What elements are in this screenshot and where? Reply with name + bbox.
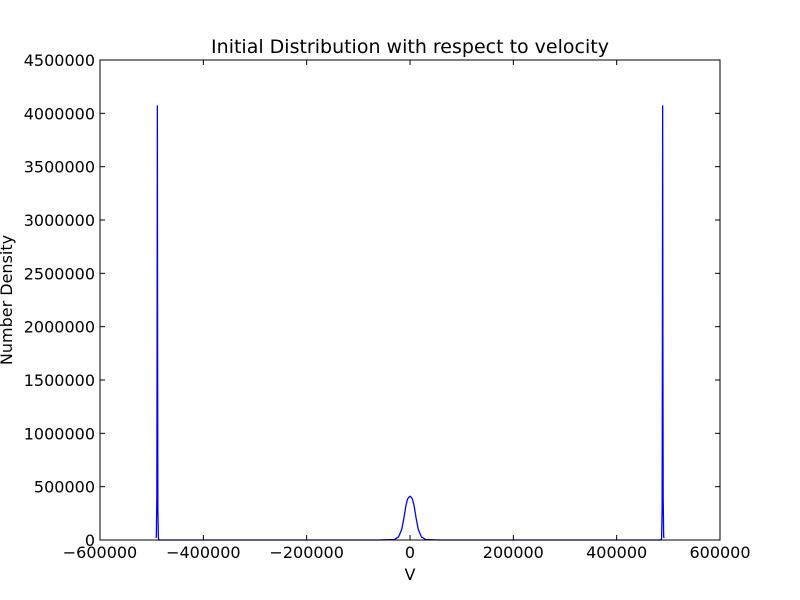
y-tick-label: 4500000 xyxy=(24,51,95,70)
y-tick-label: 4000000 xyxy=(24,104,95,123)
y-axis-title: Number Density xyxy=(0,235,16,365)
x-tick-label: −600000 xyxy=(63,543,137,562)
x-tick-label: 200000 xyxy=(483,543,544,562)
y-axis: 0 500000 1000000 1500000 2000000 2500000 30000… xyxy=(24,51,720,550)
series-line-0 xyxy=(155,105,665,541)
axes-frame xyxy=(99,59,721,541)
y-tick-label: 500000 xyxy=(34,478,95,497)
x-tick-label: −200000 xyxy=(269,543,343,562)
plot-area xyxy=(99,59,721,541)
y-tick-label: 2500000 xyxy=(24,264,95,283)
y-tick-label: 3000000 xyxy=(24,211,95,230)
x-tick-label: −400000 xyxy=(166,543,240,562)
x-tick-label: 400000 xyxy=(586,543,647,562)
x-axis-title: V xyxy=(405,565,416,584)
y-tick-label: 1000000 xyxy=(24,424,95,443)
y-tick-label: 1500000 xyxy=(24,371,95,390)
x-tick-label: 0 xyxy=(405,543,415,562)
y-tick-label: 2000000 xyxy=(24,318,95,337)
y-tick-label: 0 xyxy=(85,531,95,550)
x-tick-label: 600000 xyxy=(689,543,750,562)
y-tick-label: 3500000 xyxy=(24,158,95,177)
chart-title: Initial Distribution with respect to vel… xyxy=(211,36,609,58)
x-axis: −600000 −400000 −200000 0 200000 400000 600000 xyxy=(63,60,751,562)
